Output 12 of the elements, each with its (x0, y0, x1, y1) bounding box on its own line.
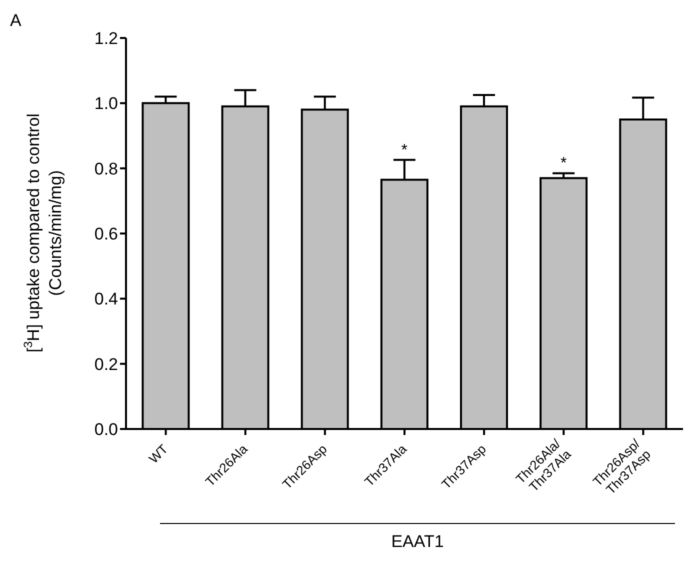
y-tick-label: 0.2 (94, 354, 118, 374)
y-tick-label: 0.0 (94, 420, 118, 440)
x-axis-title: EAAT1 (390, 532, 445, 552)
annotation: * (560, 155, 567, 172)
annotation: * (401, 142, 408, 159)
x-tick-label: WT (146, 441, 171, 466)
text: A (10, 11, 22, 30)
y-tick-label: 0.8 (94, 159, 118, 178)
y-tick-label: 1.2 (94, 29, 118, 48)
y-tick-label: 0.6 (94, 224, 118, 244)
y-tick-label: 1.0 (94, 94, 118, 114)
y-tick-label: 0.4 (94, 290, 118, 309)
